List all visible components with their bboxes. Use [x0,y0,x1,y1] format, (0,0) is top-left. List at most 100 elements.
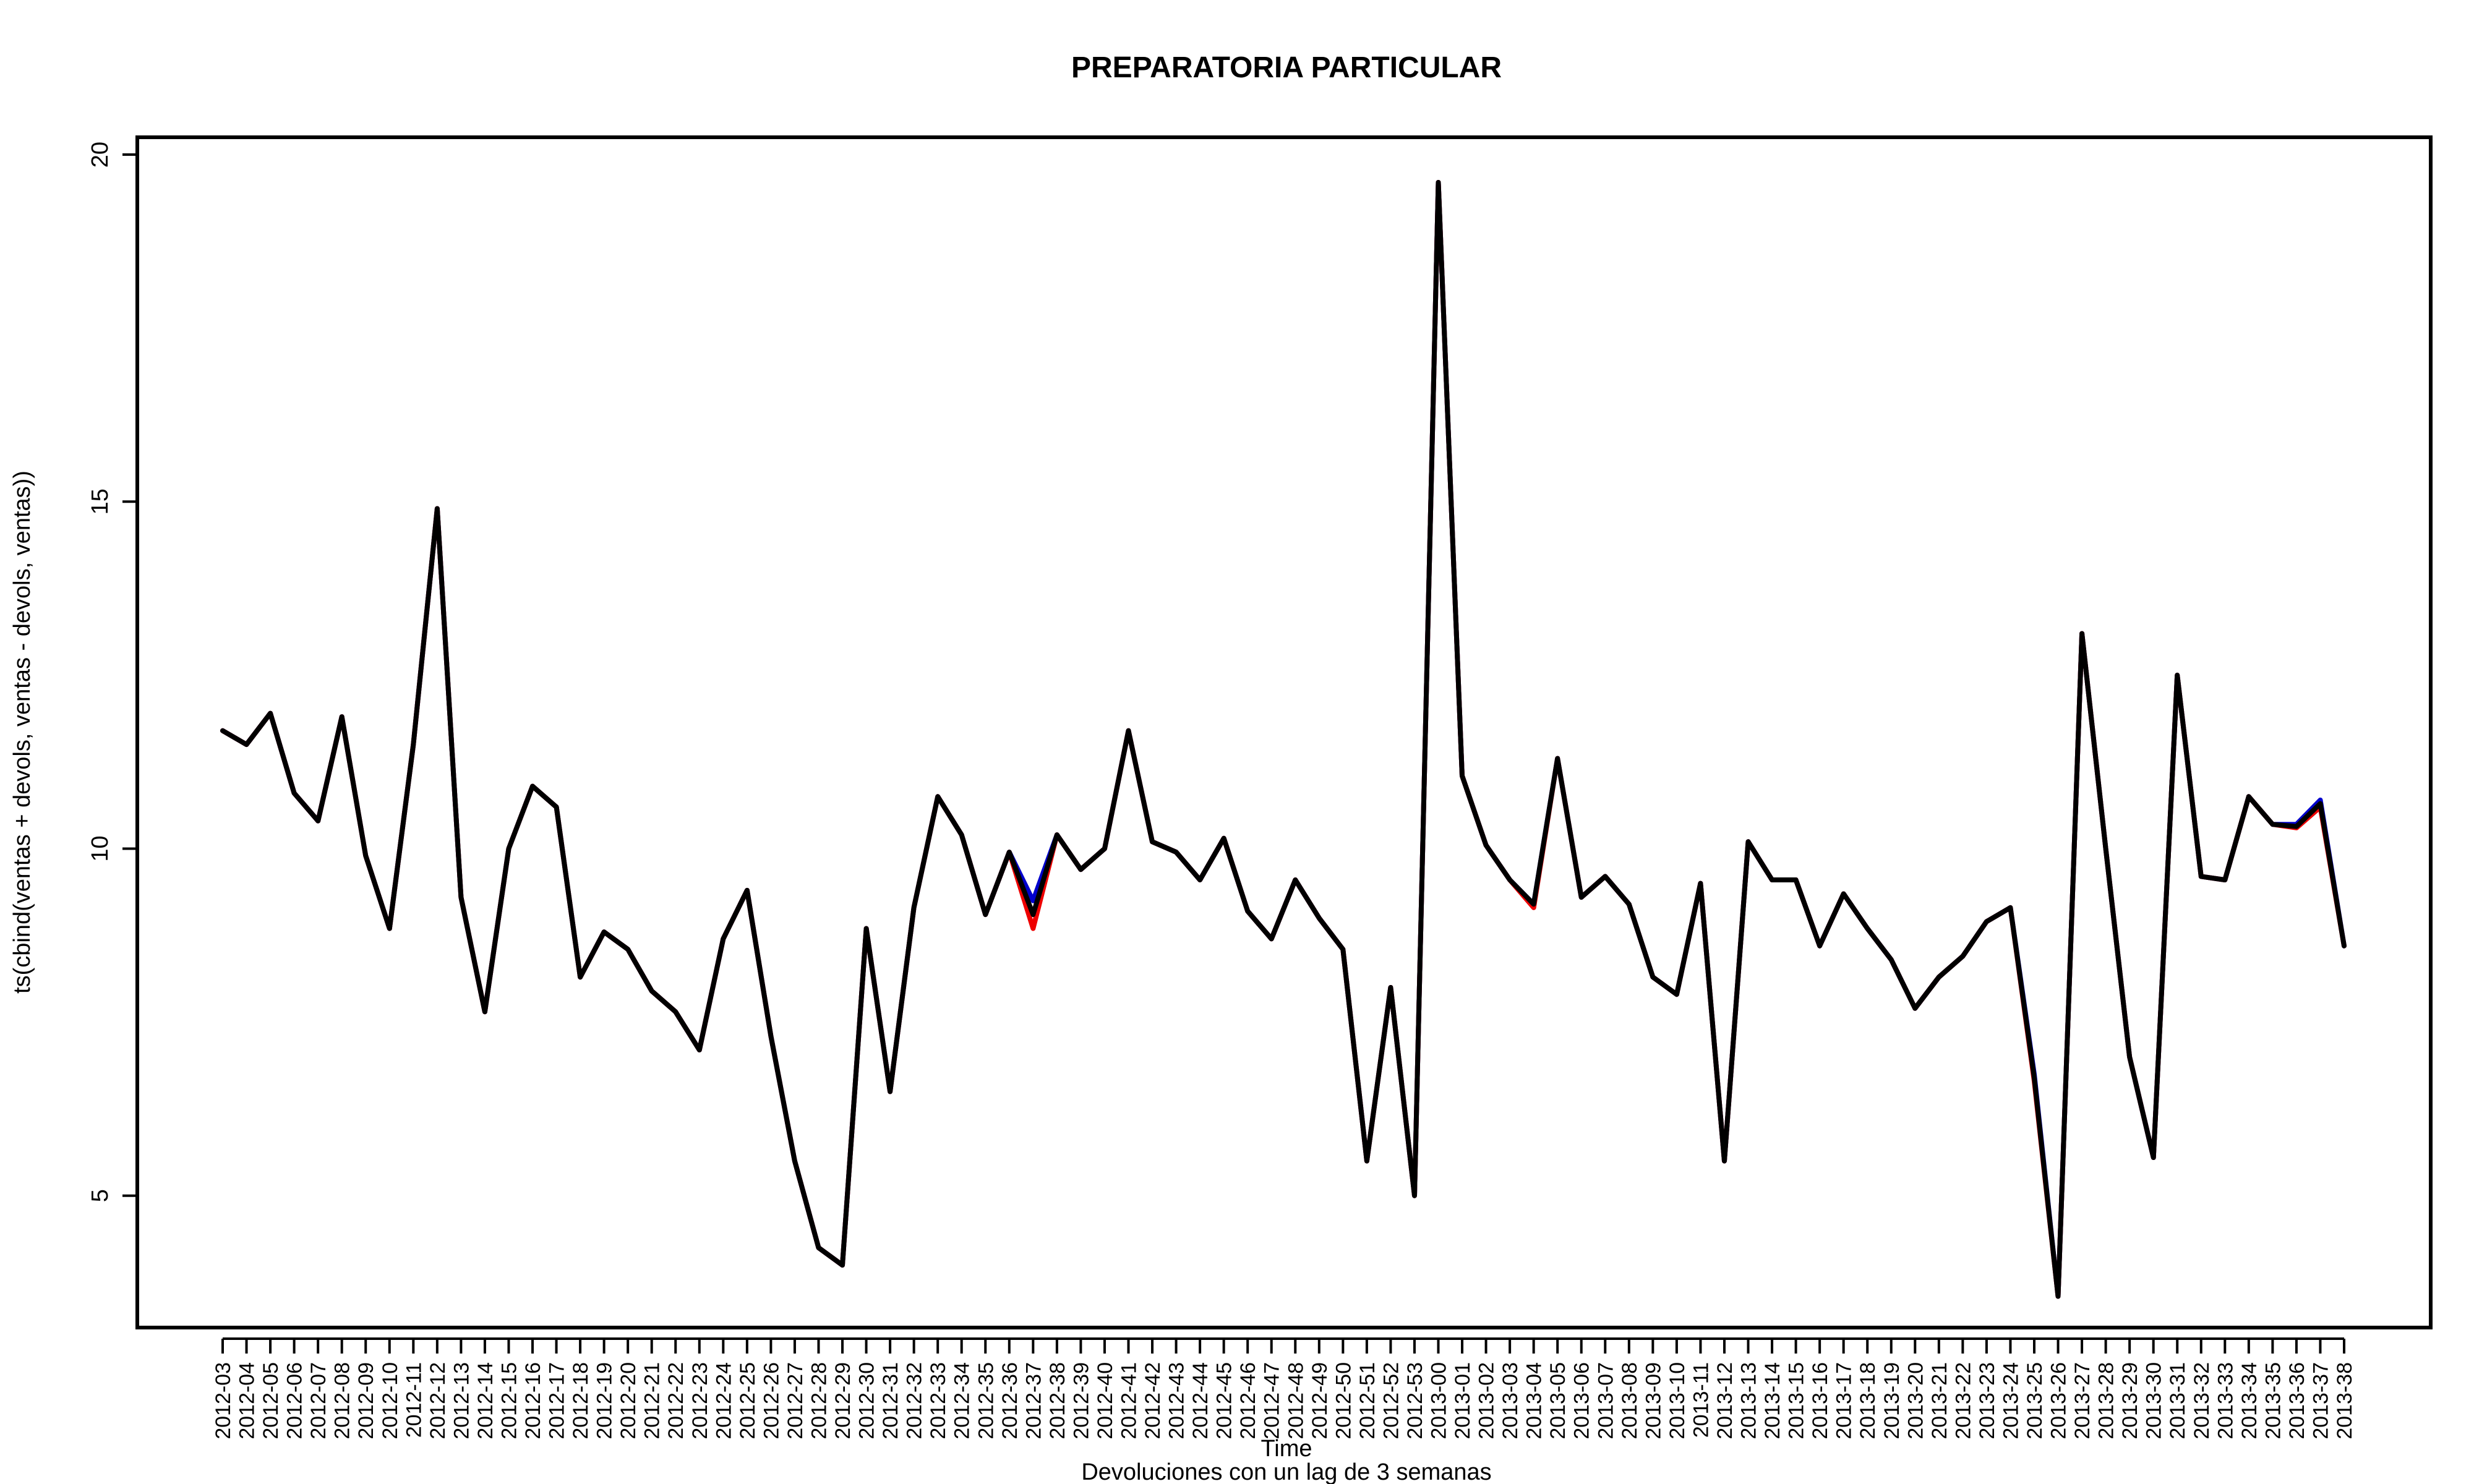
x-tick-label: 2012-37 [1022,1362,1045,1439]
y-tick-label: 10 [87,835,113,861]
y-tick-label: 5 [87,1189,113,1202]
x-tick-label: 2013-31 [2166,1362,2189,1439]
x-tick-label: 2012-53 [1403,1362,1427,1439]
x-tick-label: 2012-51 [1356,1362,1379,1439]
x-tick-label: 2013-25 [2023,1362,2047,1439]
x-tick-label: 2013-03 [1499,1362,1522,1439]
x-tick-label: 2012-21 [641,1362,664,1439]
x-tick-label: 2012-29 [831,1362,855,1439]
x-tick-label: 2013-27 [2071,1362,2094,1439]
x-tick-label: 2012-17 [546,1362,569,1439]
series-line-1 [220,180,2347,1299]
x-tick-label: 2012-27 [784,1362,807,1439]
x-axis: 2012-03 2012-04 2012-05 2012-06 2012-07 2012-… [212,1337,2356,1439]
x-tick-label: 2012-28 [807,1362,831,1439]
x-tick-label: 2012-12 [426,1362,450,1439]
x-tick-label: 2012-04 [236,1362,259,1439]
x-tick-label: 2012-39 [1069,1362,1093,1439]
x-tick-label: 2012-06 [283,1362,307,1439]
x-tick-label: 2012-47 [1261,1362,1284,1439]
x-tick-label: 2013-35 [2261,1362,2285,1439]
x-tick-label: 2013-21 [1928,1362,1951,1439]
x-tick-label: 2012-08 [331,1362,354,1439]
x-tick-label: 2012-22 [664,1362,688,1439]
plot-area-border [135,135,2433,1329]
x-tick-label: 2012-18 [569,1362,593,1439]
x-tick-label: 2012-46 [1236,1362,1260,1439]
y-axis-label: ts(cbind(ventas + devols, ventas - devol… [9,471,35,994]
x-tick-label: 2013-37 [2309,1362,2332,1439]
x-tick-label: 2012-16 [521,1362,545,1439]
x-tick-label: 2012-32 [903,1362,927,1439]
x-tick-label: 2012-11 [402,1362,426,1438]
x-tick-label: 2013-05 [1546,1362,1570,1439]
x-tick-label: 2012-05 [259,1362,283,1439]
x-tick-label: 2013-23 [1975,1362,1999,1439]
x-tick-label: 2013-12 [1713,1362,1737,1439]
x-tick-label: 2012-44 [1189,1362,1212,1439]
x-tick-label: 2012-23 [688,1362,712,1439]
x-tick-label: 2013-04 [1523,1362,1546,1439]
x-tick-label: 2013-29 [2118,1362,2142,1439]
x-tick-label: 2012-19 [593,1362,617,1439]
series-group [220,180,2347,1299]
x-tick-label: 2013-16 [1808,1362,1832,1439]
y-axis: 5 10 15 20 [87,142,137,1202]
chart-title: PREPARATORIA PARTICULAR [1071,51,1502,84]
x-tick-label: 2013-11 [1689,1362,1713,1438]
x-tick-label: 2012-14 [474,1362,497,1439]
x-tick-label: 2013-22 [1951,1362,1975,1439]
x-tick-label: 2013-13 [1737,1362,1761,1439]
x-tick-label: 2012-45 [1213,1362,1236,1439]
x-tick-label: 2013-10 [1666,1362,1689,1439]
series-line-2 [220,180,2347,1299]
x-tick-label: 2013-33 [2214,1362,2237,1439]
x-tick-label: 2012-09 [354,1362,378,1439]
x-tick-label: 2013-18 [1856,1362,1880,1439]
x-tick-label: 2013-15 [1785,1362,1808,1439]
x-tick-label: 2012-33 [927,1362,950,1439]
x-tick-label: 2012-49 [1308,1362,1332,1439]
x-tick-label: 2012-30 [855,1362,879,1439]
x-tick-label: 2012-42 [1141,1362,1165,1439]
x-tick-label: 2012-35 [974,1362,998,1439]
y-tick-label: 20 [87,142,113,168]
x-tick-label: 2012-03 [212,1362,235,1439]
x-tick-label: 2012-07 [307,1362,330,1439]
x-tick-label: 2012-31 [879,1362,902,1439]
x-tick-label: 2012-10 [379,1362,402,1439]
x-tick-label: 2013-30 [2142,1362,2166,1439]
x-tick-label: 2012-48 [1284,1362,1308,1439]
x-tick-label: 2012-41 [1117,1362,1141,1439]
x-tick-label: 2012-36 [998,1362,1022,1439]
x-tick-label: 2013-17 [1833,1362,1856,1439]
x-tick-label: 2012-13 [450,1362,473,1439]
x-tick-label: 2012-20 [617,1362,640,1439]
x-tick-label: 2013-09 [1641,1362,1665,1439]
x-tick-label: 2013-36 [2285,1362,2309,1439]
x-tick-label: 2012-43 [1165,1362,1189,1439]
x-tick-label: 2013-06 [1570,1362,1594,1439]
x-tick-label: 2012-50 [1332,1362,1355,1439]
series-line-3 [220,180,2347,1299]
x-tick-label: 2013-20 [1904,1362,1927,1439]
x-axis-label: Time [1261,1436,1312,1462]
x-tick-label: 2012-40 [1094,1362,1117,1439]
x-tick-label: 2012-26 [760,1362,783,1439]
x-tick-label: 2013-02 [1475,1362,1499,1439]
x-tick-label: 2012-34 [951,1362,974,1439]
x-tick-label: 2013-19 [1880,1362,1904,1439]
x-tick-label: 2013-24 [1999,1362,2022,1439]
x-tick-label: 2012-15 [497,1362,521,1439]
x-tick-label: 2013-32 [2190,1362,2214,1439]
x-tick-label: 2013-08 [1618,1362,1641,1439]
y-tick-label: 15 [87,488,113,514]
x-tick-label: 2013-07 [1594,1362,1617,1439]
x-axis-sublabel: Devoluciones con un lag de 3 semanas [1081,1459,1491,1484]
x-tick-label: 2012-52 [1379,1362,1403,1439]
x-tick-label: 2013-28 [2095,1362,2118,1439]
x-tick-label: 2013-00 [1427,1362,1451,1439]
x-tick-label: 2012-25 [736,1362,760,1439]
x-tick-label: 2013-26 [2047,1362,2071,1439]
